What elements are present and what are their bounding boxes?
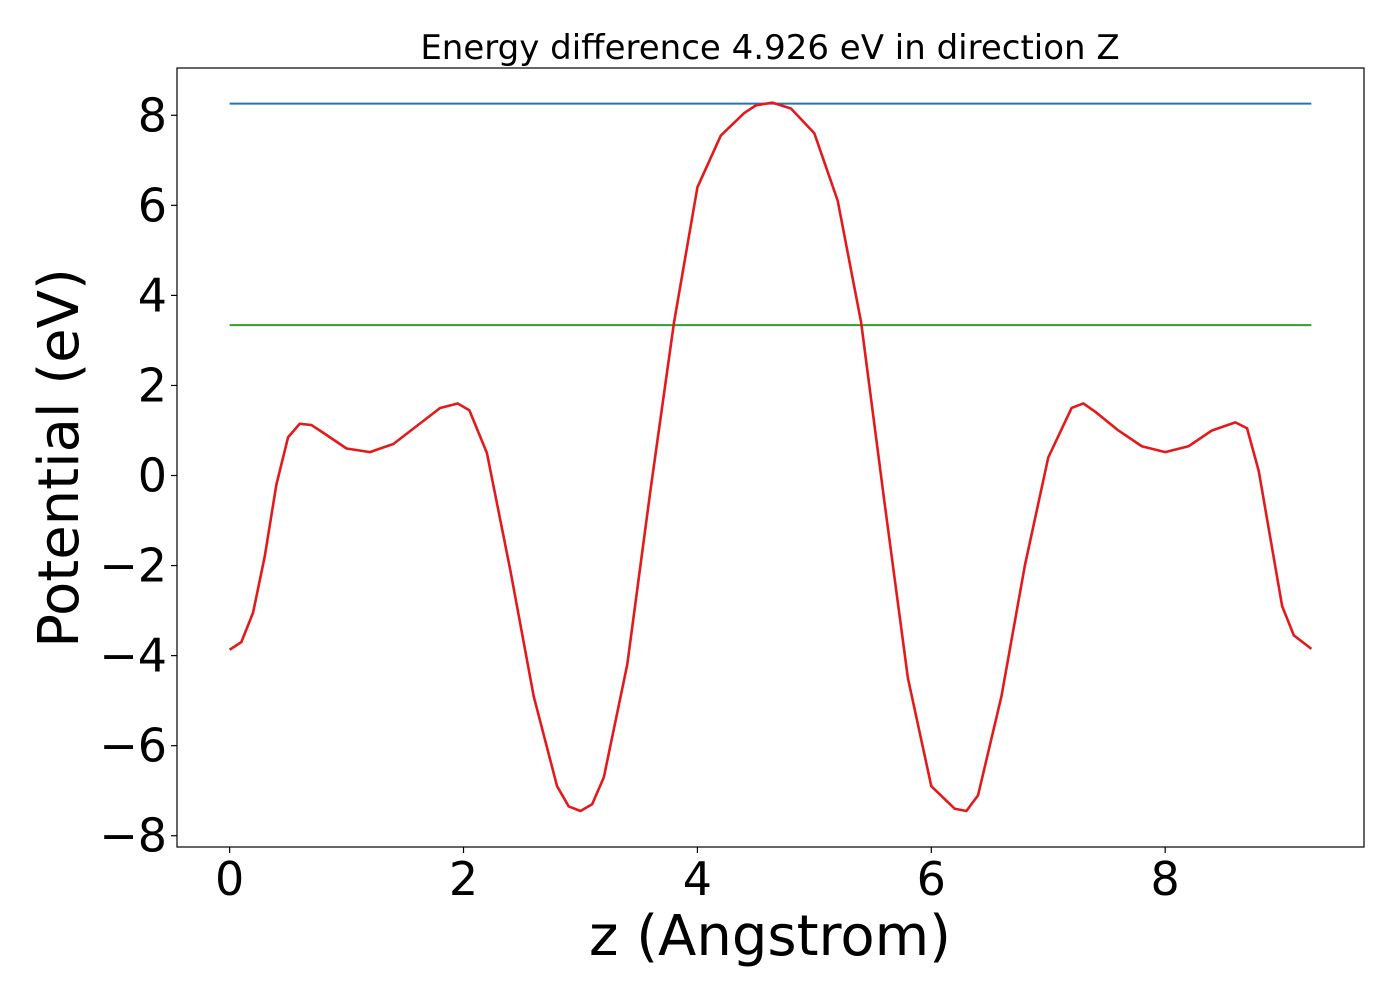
y-axis-label: Potential (eV) [27, 268, 92, 648]
y-tick-label: −6 [99, 719, 167, 773]
plot-frame [176, 67, 1365, 848]
y-tick-label: 6 [138, 178, 167, 232]
y-tick-label: −4 [99, 629, 167, 683]
x-tick-label: 6 [917, 852, 946, 906]
x-axis-label: z (Angstrom) [589, 904, 951, 969]
y-tick-label: −8 [99, 809, 167, 863]
y-tick-label: 8 [138, 88, 167, 142]
x-tick-label: 8 [1151, 852, 1180, 906]
x-tick-label: 2 [449, 852, 478, 906]
chart-title: Energy difference 4.926 eV in direction … [420, 28, 1119, 68]
y-tick-label: 2 [138, 358, 167, 412]
x-tick-label: 0 [215, 852, 244, 906]
y-tick-label: −2 [99, 539, 167, 593]
y-tick-label: 0 [138, 449, 167, 503]
potential-curve [228, 101, 1313, 813]
x-tick-label: 4 [683, 852, 712, 906]
x-axis: 0 2 4 6 8 [215, 847, 1180, 906]
y-axis: −8 −6 −4 −2 0 2 4 6 8 [99, 88, 177, 863]
series-layer [228, 101, 1313, 813]
y-tick-label: 4 [138, 268, 167, 322]
